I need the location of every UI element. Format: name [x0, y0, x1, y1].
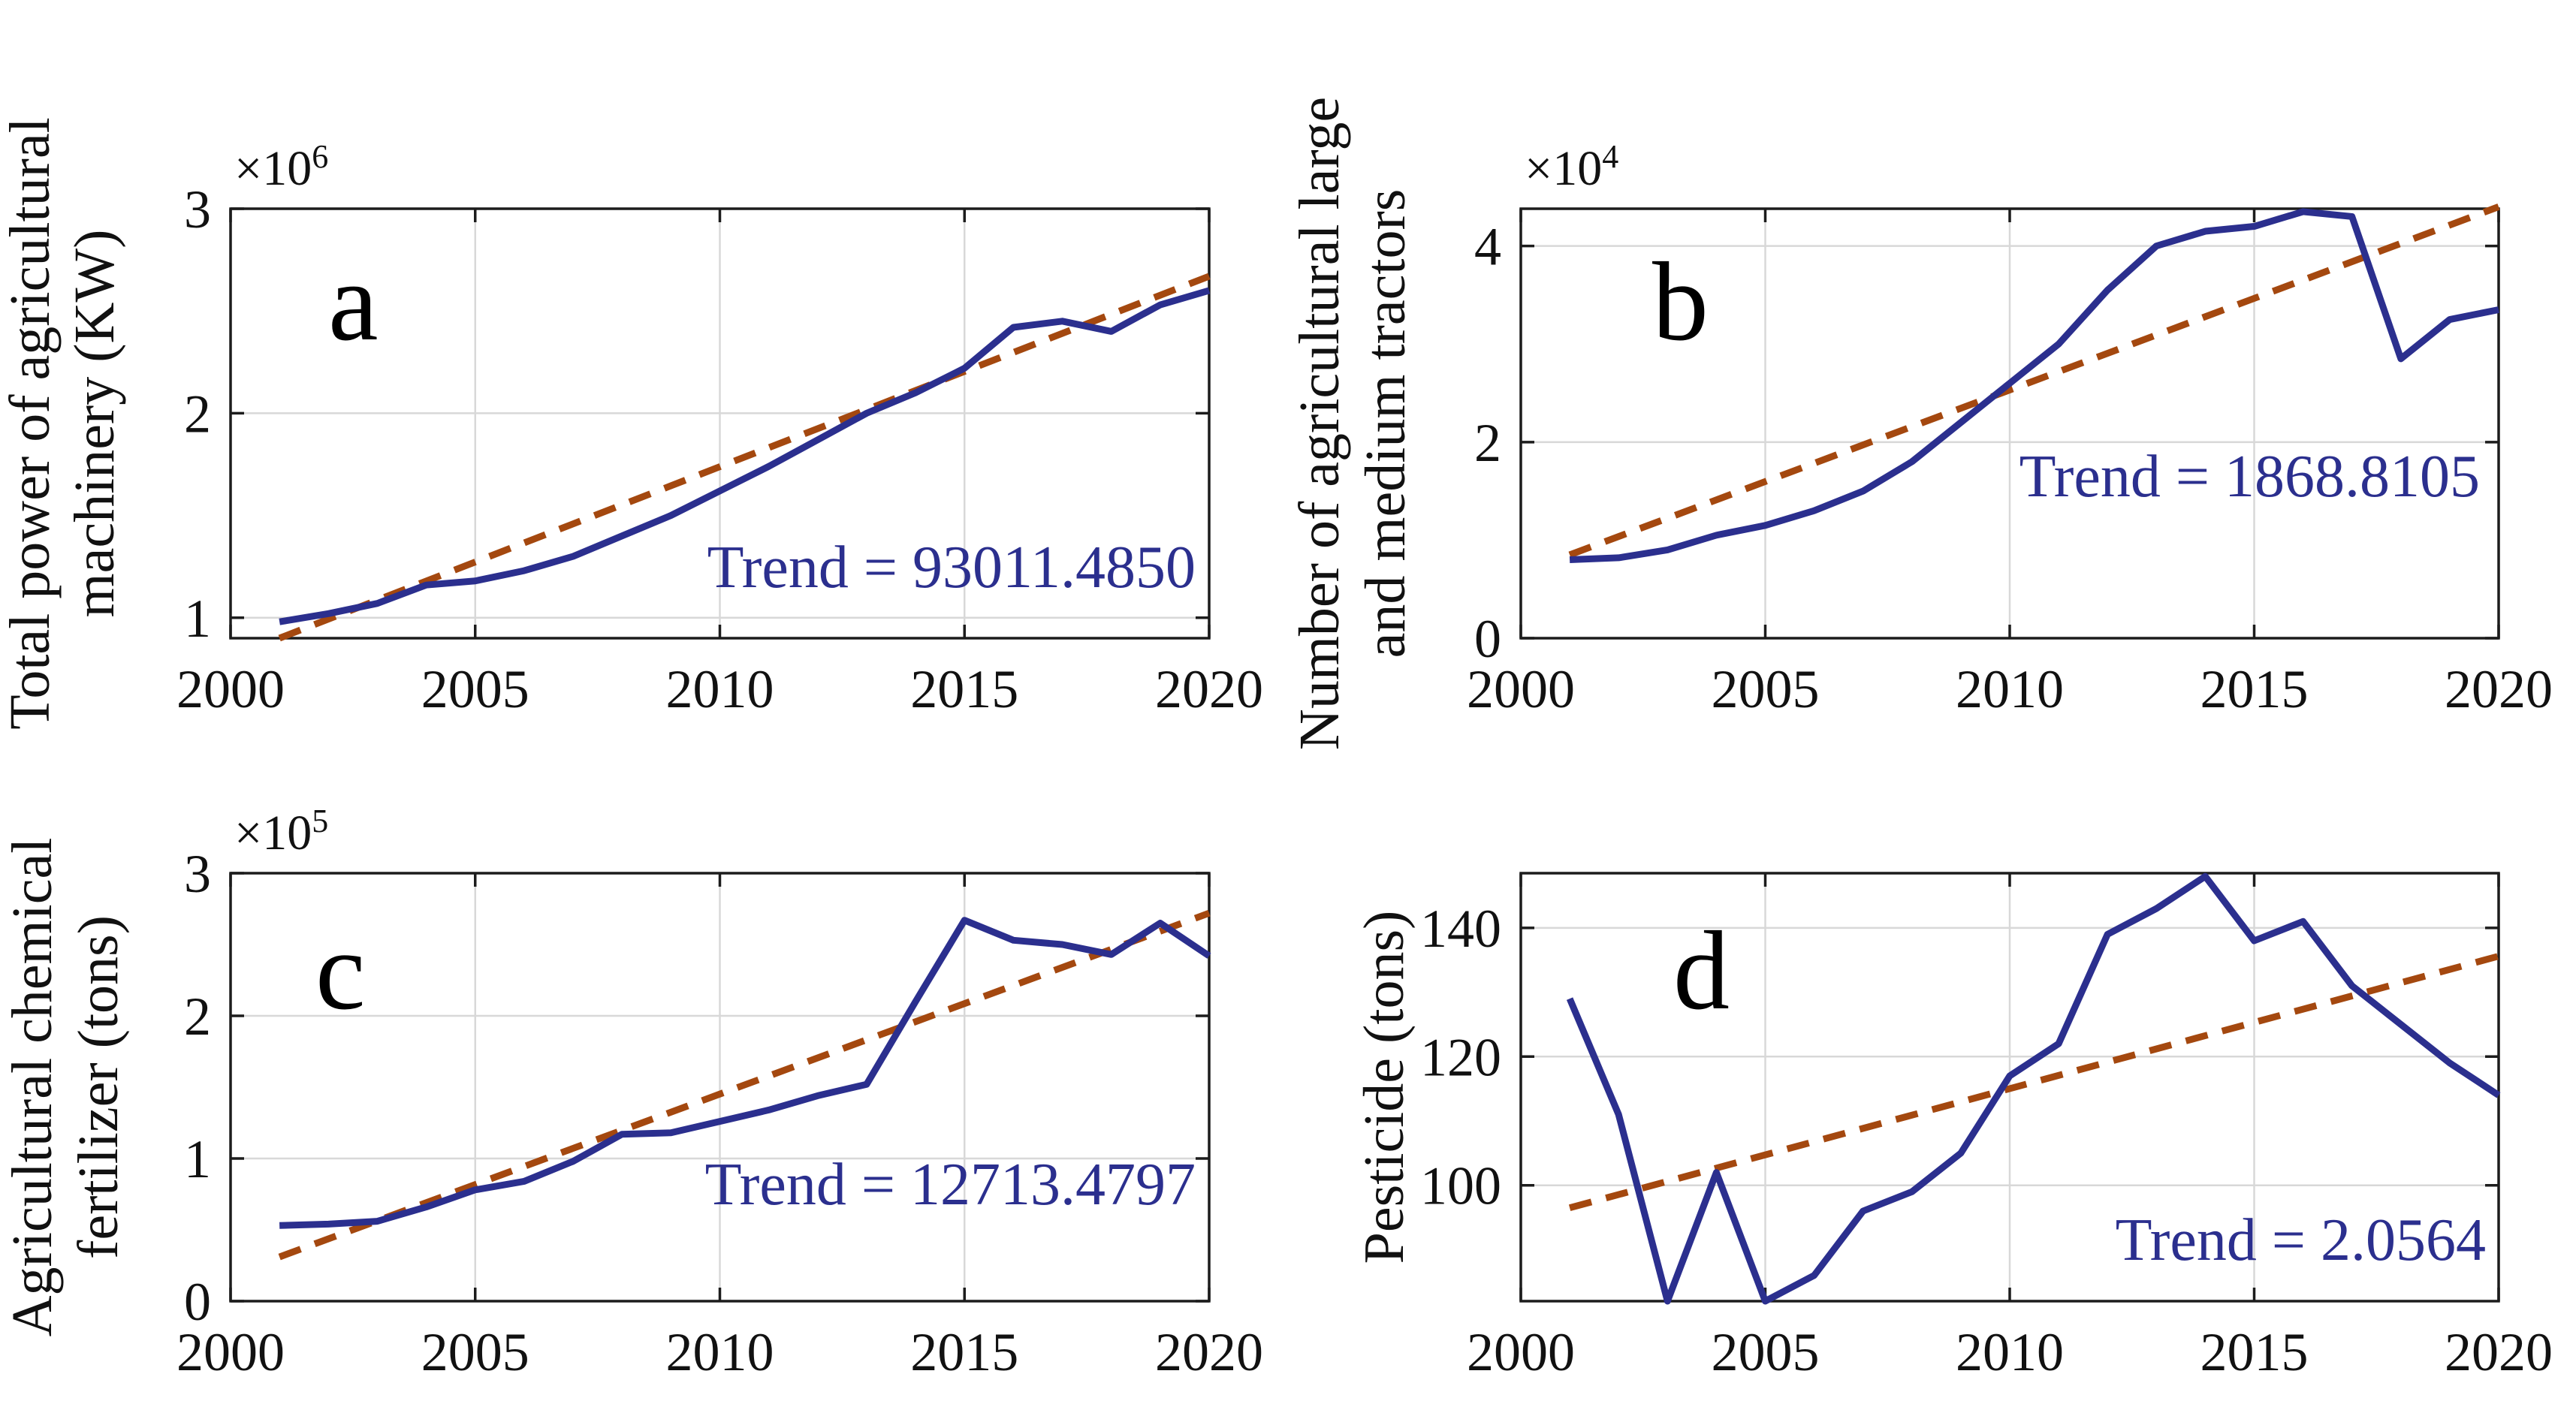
exponent-power: 6	[312, 138, 329, 175]
panel-letter: c	[315, 908, 366, 1033]
svg-text:2010: 2010	[1956, 659, 2064, 719]
y-axis-exponent: ×104	[1525, 140, 1618, 196]
svg-text:2010: 2010	[666, 659, 774, 719]
svg-text:2005: 2005	[1712, 659, 1820, 719]
exponent-base: ×10	[234, 141, 312, 196]
y-axis-label-line1: Agricultural chemical	[1, 837, 64, 1337]
trend-annotation: Trend = 1868.8105	[2019, 444, 2480, 510]
svg-text:140: 140	[1420, 899, 1501, 959]
exponent-base: ×10	[1525, 141, 1603, 196]
y-axis-exponent: ×106	[234, 140, 328, 196]
svg-text:0: 0	[184, 1272, 211, 1332]
y-axis-label-line2: and medium tractors	[1354, 188, 1417, 658]
svg-text:1: 1	[184, 1129, 211, 1189]
trend-annotation: Trend = 2.0564	[2115, 1207, 2486, 1273]
svg-text:2010: 2010	[1956, 1322, 2064, 1382]
svg-text:2020: 2020	[2445, 659, 2553, 719]
svg-text:1: 1	[184, 589, 211, 649]
panel-letter: d	[1673, 908, 1730, 1033]
svg-text:2: 2	[184, 987, 211, 1047]
svg-text:2005: 2005	[421, 659, 529, 719]
exponent-power: 4	[1602, 138, 1619, 175]
svg-text:3: 3	[184, 844, 211, 904]
svg-text:2000: 2000	[1467, 659, 1575, 719]
svg-text:2020: 2020	[1155, 659, 1263, 719]
y-axis-label-line2: fertilizer (tons)	[67, 915, 130, 1259]
svg-text:2010: 2010	[666, 1322, 774, 1382]
svg-text:0: 0	[1474, 609, 1501, 669]
svg-text:2000: 2000	[176, 659, 285, 719]
svg-text:3: 3	[184, 179, 211, 240]
panel-letter: a	[328, 240, 379, 364]
trend-annotation: Trend = 93011.4850	[707, 535, 1196, 601]
svg-text:120: 120	[1420, 1027, 1501, 1087]
exponent-base: ×10	[234, 806, 312, 860]
svg-text:2000: 2000	[176, 1322, 285, 1382]
svg-text:2020: 2020	[1155, 1322, 1263, 1382]
svg-text:2015: 2015	[910, 1322, 1018, 1382]
y-axis-exponent: ×105	[234, 805, 328, 860]
exponent-power: 5	[312, 803, 329, 839]
y-axis-label-line1: Total power of agricultural	[0, 117, 62, 730]
svg-text:4: 4	[1474, 217, 1501, 277]
svg-text:2: 2	[1474, 413, 1501, 473]
svg-text:2015: 2015	[2200, 659, 2309, 719]
y-axis-label-line1: Pesticide (tons)	[1353, 910, 1416, 1264]
svg-text:2000: 2000	[1467, 1322, 1575, 1382]
svg-text:2015: 2015	[2200, 1322, 2309, 1382]
y-axis-label-line2: machinery (KW)	[63, 229, 126, 618]
y-axis-label-line1: Number of agricultural large	[1288, 96, 1351, 751]
svg-text:2005: 2005	[421, 1322, 529, 1382]
svg-text:2005: 2005	[1712, 1322, 1820, 1382]
panel-letter: b	[1652, 240, 1709, 364]
trend-annotation: Trend = 12713.4797	[704, 1152, 1196, 1218]
svg-text:2: 2	[184, 384, 211, 444]
svg-text:2015: 2015	[910, 659, 1018, 719]
svg-text:2020: 2020	[2445, 1322, 2553, 1382]
svg-text:100: 100	[1420, 1156, 1501, 1216]
